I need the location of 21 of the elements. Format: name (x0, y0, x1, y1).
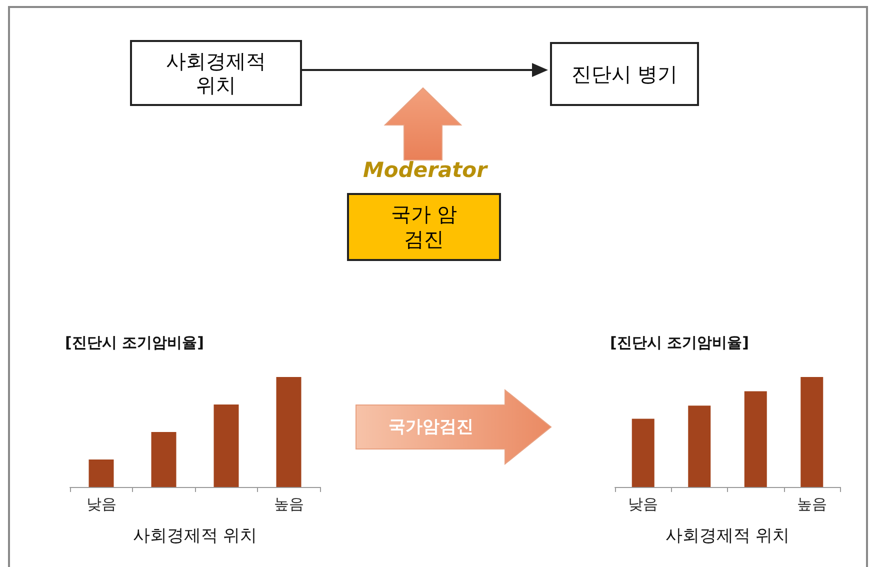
text: 사회경제적 위치 (165, 49, 267, 97)
x-tick-label: 낮음 (86, 496, 116, 513)
x-axis-title: 사회경제적 위치 (133, 526, 257, 545)
bar (214, 404, 239, 487)
text: 진단시 병기 (571, 60, 678, 88)
x-axis-title: 사회경제적 위치 (666, 526, 790, 545)
x-tick-label: 낮음 (628, 496, 658, 513)
x-tick-label: 높음 (796, 496, 827, 513)
bar (88, 460, 114, 487)
bar (800, 377, 824, 487)
text: Moderator (362, 158, 489, 182)
chart-title: [진단시 조기암비율] (65, 334, 204, 352)
bar (276, 377, 302, 487)
bar (632, 418, 654, 487)
text: 국가암검진 (388, 416, 474, 438)
text: 국가 암검진 (390, 202, 458, 252)
bar (151, 432, 176, 487)
x-tick-label: 높음 (274, 496, 304, 513)
bar (688, 406, 711, 487)
chart-title: [진단시 조기암비율] (610, 334, 749, 352)
bar (744, 391, 767, 487)
